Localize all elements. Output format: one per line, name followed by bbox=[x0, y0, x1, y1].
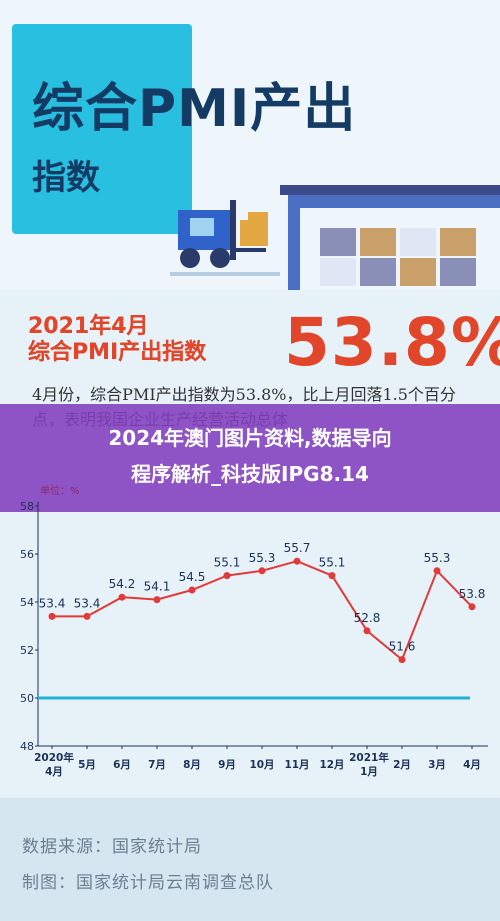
box-stack bbox=[320, 228, 476, 286]
data-point bbox=[328, 572, 336, 580]
headline-value: 53.8% bbox=[284, 304, 500, 381]
data-label: 55.3 bbox=[249, 551, 276, 565]
box bbox=[440, 228, 476, 256]
x-tick-label: 12月 bbox=[319, 759, 344, 771]
y-tick-label: 58 bbox=[20, 500, 34, 513]
y-tick-label: 56 bbox=[20, 548, 34, 561]
data-label: 55.3 bbox=[424, 551, 451, 565]
box bbox=[400, 228, 436, 256]
box bbox=[360, 258, 396, 286]
headline-date: 2021年4月 bbox=[28, 314, 149, 339]
x-tick-label: 4月 bbox=[45, 766, 63, 778]
data-point bbox=[83, 612, 91, 620]
data-point bbox=[398, 656, 406, 664]
x-tick-label-year: 2020年 bbox=[34, 751, 74, 764]
chart-producer: 制图：国家统计局云南调查总队 bbox=[22, 873, 274, 893]
data-point bbox=[363, 627, 371, 635]
data-label: 53.4 bbox=[39, 596, 66, 610]
data-source: 数据来源：国家统计局 bbox=[22, 837, 202, 857]
data-label: 53.8 bbox=[459, 587, 486, 601]
data-point bbox=[48, 612, 56, 620]
box bbox=[320, 258, 356, 286]
data-point bbox=[258, 567, 266, 575]
data-point bbox=[153, 596, 161, 604]
x-tick-label-year: 2021年 bbox=[349, 751, 389, 764]
warehouse-roof bbox=[280, 185, 500, 195]
data-point bbox=[433, 567, 441, 575]
x-tick-label: 1月 bbox=[360, 766, 378, 778]
y-tick-label: 50 bbox=[20, 692, 34, 705]
footer: 数据来源：国家统计局 制图：国家统计局云南调查总队 bbox=[0, 798, 500, 921]
box bbox=[320, 228, 356, 256]
x-tick-label: 11月 bbox=[284, 759, 309, 771]
x-tick-label: 10月 bbox=[249, 759, 274, 771]
x-tick-label: 2月 bbox=[393, 759, 411, 771]
data-label: 54.1 bbox=[144, 580, 171, 594]
chart-unit-label: 单位：% bbox=[40, 486, 80, 497]
x-tick-label: 9月 bbox=[218, 759, 236, 771]
data-label: 54.5 bbox=[179, 570, 206, 584]
box bbox=[440, 258, 476, 286]
box bbox=[360, 228, 396, 256]
overlay-banner bbox=[0, 404, 500, 512]
banner-line-1: 2024年澳门图片资料,数据导向 bbox=[108, 426, 392, 450]
banner-title: 2024年澳门图片资料,数据导向 程序解析_科技版IPG8.14 bbox=[0, 420, 500, 492]
data-label: 52.8 bbox=[354, 611, 381, 625]
hero-title: 综合PMI产出 bbox=[32, 79, 357, 139]
data-label: 53.4 bbox=[74, 596, 101, 610]
data-point bbox=[188, 586, 196, 594]
data-label: 54.2 bbox=[109, 577, 136, 591]
data-point bbox=[118, 593, 126, 601]
headline-label: 2021年4月 综合PMI产出指数 bbox=[28, 314, 206, 366]
data-label: 55.7 bbox=[284, 541, 311, 555]
banner-line-2: 程序解析_科技版IPG8.14 bbox=[131, 462, 369, 486]
data-label: 55.1 bbox=[319, 556, 346, 570]
x-tick-label: 6月 bbox=[113, 759, 131, 771]
hero-accent-block bbox=[12, 24, 192, 234]
y-tick-label: 54 bbox=[20, 596, 34, 609]
y-tick-label: 48 bbox=[20, 740, 34, 753]
y-tick-label: 52 bbox=[20, 644, 34, 657]
x-tick-label: 5月 bbox=[78, 759, 96, 771]
data-label: 51.6 bbox=[389, 640, 416, 654]
hero-subtitle: 指数 bbox=[32, 158, 100, 198]
x-tick-label: 4月 bbox=[463, 759, 481, 771]
data-point bbox=[223, 572, 231, 580]
warehouse-illustration bbox=[170, 185, 500, 290]
box bbox=[400, 258, 436, 286]
headline-indicator: 综合PMI产出指数 bbox=[28, 340, 207, 365]
x-tick-label: 7月 bbox=[148, 759, 166, 771]
forklift-icon bbox=[170, 200, 280, 276]
data-point bbox=[293, 557, 301, 565]
data-label: 55.1 bbox=[214, 556, 241, 570]
x-tick-label: 8月 bbox=[183, 759, 201, 771]
data-point bbox=[468, 603, 476, 611]
x-tick-label: 3月 bbox=[428, 759, 446, 771]
hero-section: 综合PMI产出 指数 bbox=[0, 0, 500, 290]
